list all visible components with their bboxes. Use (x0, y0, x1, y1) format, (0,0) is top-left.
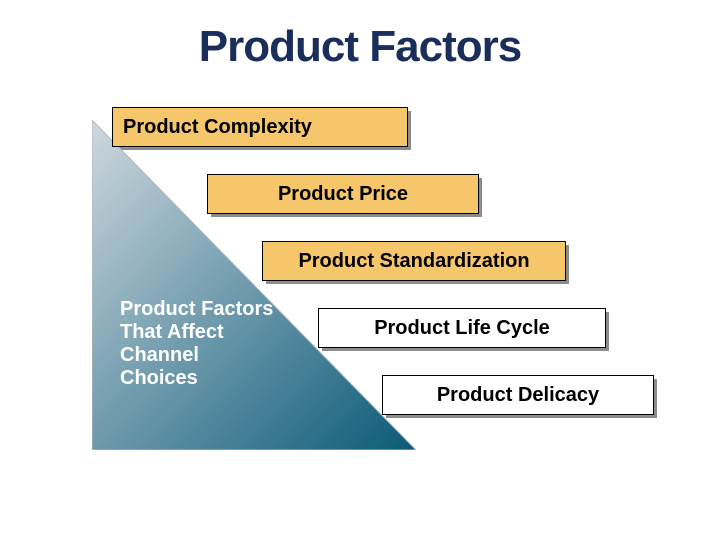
page-title: Product Factors (0, 22, 720, 72)
factor-box-2: Product Standardization (262, 241, 566, 281)
factor-box-1: Product Price (207, 174, 479, 214)
factor-box-4: Product Delicacy (382, 375, 654, 415)
factor-box-3: Product Life Cycle (318, 308, 606, 348)
triangle-label: Product Factors That Affect Channel Choi… (120, 298, 280, 390)
factor-box-0: Product Complexity (112, 107, 408, 147)
triangle-graphic (92, 120, 416, 450)
